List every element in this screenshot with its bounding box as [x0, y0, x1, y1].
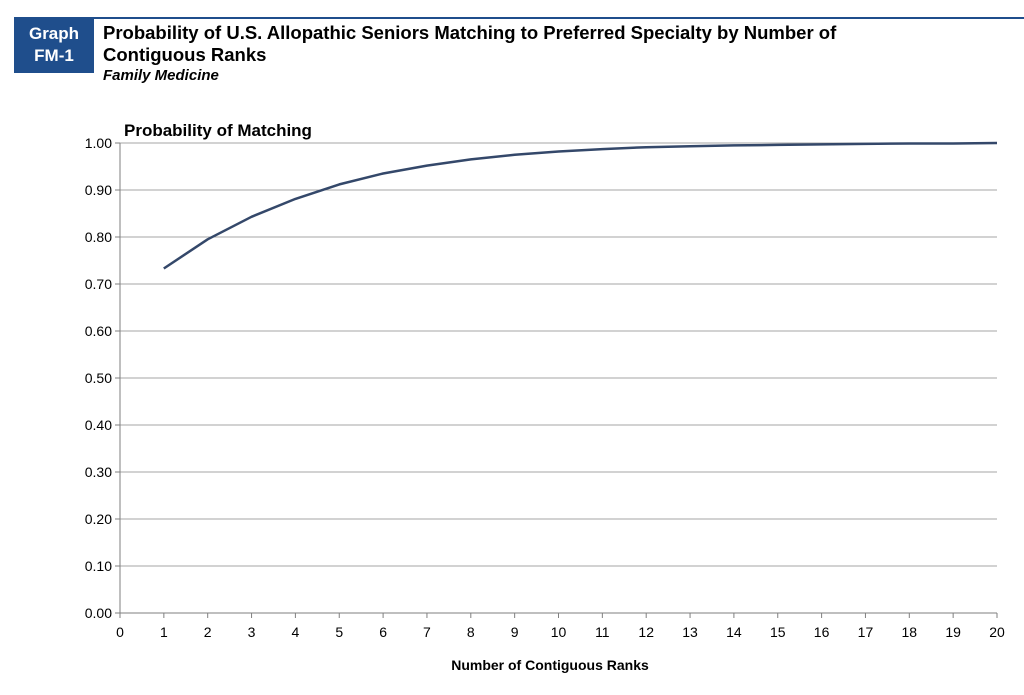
x-tick-label: 0: [116, 624, 124, 640]
x-tick-label: 1: [160, 624, 168, 640]
y-tick-labels: 0.00 0.10 0.20 0.30 0.40 0.50 0.60 0.70 0.80 0.90…: [85, 135, 112, 621]
x-tick-label: 14: [726, 624, 742, 640]
x-tick-label: 12: [638, 624, 654, 640]
x-tick-label: 9: [511, 624, 519, 640]
x-tick-label: 6: [379, 624, 387, 640]
x-tick-label: 4: [292, 624, 300, 640]
y-tick-label: 0.20: [85, 511, 112, 527]
x-tick-label: 7: [423, 624, 431, 640]
x-axis-title: Number of Contiguous Ranks: [451, 657, 649, 673]
y-tick-label: 0.10: [85, 558, 112, 574]
y-tick-label: 0.40: [85, 417, 112, 433]
header-rule: [94, 17, 1024, 19]
axes: [115, 142, 998, 618]
y-tick-label: 0.80: [85, 229, 112, 245]
x-tick-label: 16: [814, 624, 830, 640]
x-tick-label: 20: [989, 624, 1005, 640]
y-axis-title: Probability of Matching: [124, 121, 312, 140]
y-tick-label: 0.90: [85, 182, 112, 198]
badge-line-2: FM-1: [34, 46, 74, 65]
x-tick-label: 11: [595, 624, 610, 640]
x-tick-labels: 0 1 2 3 4 5 6 7 8 9 10 11 12 13 14 15 16 17 18 19 20: [116, 624, 1005, 640]
series-line: [163, 141, 998, 270]
y-tick-label: 1.00: [85, 135, 112, 151]
x-tick-label: 13: [682, 624, 698, 640]
y-tick-label: 0.00: [85, 605, 112, 621]
gridlines: [120, 142, 997, 567]
graph-badge: Graph FM-1: [14, 17, 94, 73]
x-tick-label: 2: [204, 624, 212, 640]
badge-line-1: Graph: [28, 24, 80, 43]
y-tick-label: 0.30: [85, 464, 112, 480]
x-tick-label: 19: [945, 624, 961, 640]
x-tick-label: 8: [467, 624, 475, 640]
chart-title: Probability of U.S. Allopathic Seniors M…: [103, 22, 837, 65]
x-tick-label: 10: [551, 624, 567, 640]
chart-subtitle: Family Medicine: [103, 67, 219, 84]
x-tick-label: 15: [770, 624, 786, 640]
y-tick-label: 0.70: [85, 276, 112, 292]
x-tick-label: 3: [248, 624, 256, 640]
series-layer: [163, 141, 998, 270]
x-tick-label: 5: [335, 624, 343, 640]
x-tick-label: 17: [858, 624, 874, 640]
y-tick-label: 0.50: [85, 370, 112, 386]
x-tick-label: 18: [902, 624, 918, 640]
y-tick-label: 0.60: [85, 323, 112, 339]
